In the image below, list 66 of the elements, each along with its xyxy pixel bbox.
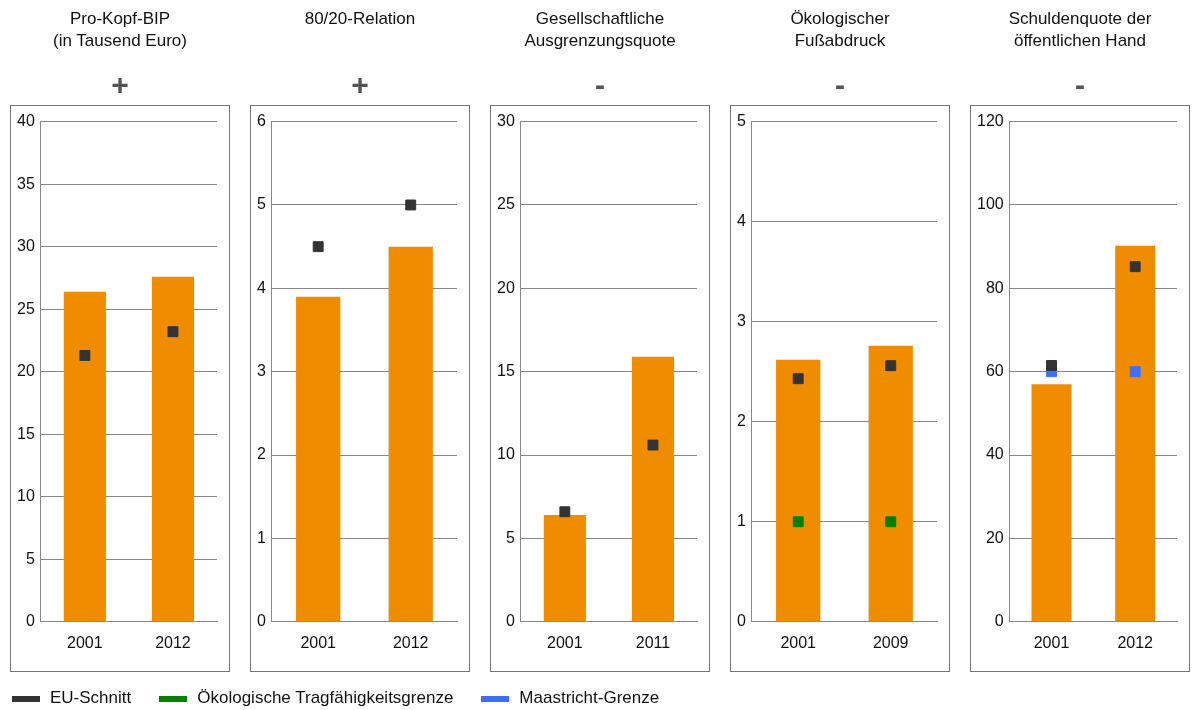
y-tick-label: 6 xyxy=(256,112,266,130)
y-tick-label: 5 xyxy=(25,549,35,567)
y-tick-label: 4 xyxy=(256,278,266,296)
legend-label: EU-Schnitt xyxy=(49,688,132,708)
x-tick-label: 2009 xyxy=(872,633,909,651)
x-tick-label: 2001 xyxy=(1033,633,1070,651)
x-tick-label: 2012 xyxy=(155,633,191,651)
text: + xyxy=(350,68,370,102)
y-tick-label: 20 xyxy=(17,362,35,380)
y-tick-label: 0 xyxy=(256,612,266,630)
y-tick-label: 3 xyxy=(256,362,266,380)
point xyxy=(1129,261,1141,273)
chart-title: Gesellschaftliche Ausgrenzungsquote xyxy=(523,8,677,52)
chart-title: Ökologischer Fußabdruck xyxy=(789,8,891,52)
y-tick-label: 30 xyxy=(17,237,35,255)
y-tick-label: 0 xyxy=(736,612,746,630)
legend-label: Ökologische Tragfähigkeitsgrenze xyxy=(196,688,454,708)
x-tick-label: 2011 xyxy=(635,633,671,651)
y-tick-label: 25 xyxy=(17,299,35,317)
text: + xyxy=(110,68,130,102)
y-tick-label: 40 xyxy=(17,112,35,130)
y-tick-label: 25 xyxy=(497,195,515,213)
point xyxy=(792,373,804,385)
y-tick-label: 0 xyxy=(25,612,35,630)
x-tick-label: 2012 xyxy=(1117,633,1154,651)
y-tick-label: 100 xyxy=(976,195,1004,213)
x-tick-label: 2001 xyxy=(780,633,817,651)
x-tick-label: 2001 xyxy=(300,633,337,651)
y-tick-label: 5 xyxy=(736,112,746,130)
y-tick-label: 0 xyxy=(505,612,515,630)
point xyxy=(885,516,897,528)
y-tick-label: 30 xyxy=(497,112,515,130)
y-tick-label: 1 xyxy=(256,528,266,546)
y-tick-label: 15 xyxy=(17,424,35,442)
point xyxy=(1129,366,1141,378)
y-tick-label: 1 xyxy=(736,512,746,530)
y-tick-label: 20 xyxy=(985,528,1004,546)
x-tick-label: 2012 xyxy=(392,633,429,651)
y-tick-label: 2 xyxy=(736,412,746,430)
y-tick-label: 60 xyxy=(985,362,1004,380)
y-tick-label: 20 xyxy=(497,278,515,296)
y-tick-label: 35 xyxy=(17,174,35,192)
y-tick-label: 0 xyxy=(994,612,1004,630)
text: - xyxy=(834,68,846,102)
point xyxy=(1046,360,1057,371)
y-tick-label: 2 xyxy=(256,445,266,463)
y-tick-label: 10 xyxy=(497,445,515,463)
chart-title: Schuldenquote der öffentlichen Hand xyxy=(1007,8,1153,52)
chart-title: Pro-Kopf-BIP (in Tausend Euro) xyxy=(52,8,188,52)
point xyxy=(885,360,897,372)
legend-label: Maastricht-Grenze xyxy=(518,688,660,708)
y-tick-label: 5 xyxy=(505,528,515,546)
x-tick-label: 2001 xyxy=(547,633,583,651)
y-tick-label: 10 xyxy=(17,487,35,505)
y-tick-label: 5 xyxy=(256,195,266,213)
x-tick-label: 2001 xyxy=(67,633,103,651)
y-tick-label: 15 xyxy=(497,362,515,380)
text: - xyxy=(1074,68,1086,102)
y-tick-label: 120 xyxy=(976,112,1004,130)
chart-title: 80/20-Relation xyxy=(303,8,417,30)
y-tick-label: 4 xyxy=(736,212,746,230)
point xyxy=(792,516,804,528)
y-tick-label: 3 xyxy=(736,312,746,330)
y-tick-label: 40 xyxy=(985,445,1004,463)
text: - xyxy=(594,68,606,102)
y-tick-label: 80 xyxy=(985,278,1004,296)
